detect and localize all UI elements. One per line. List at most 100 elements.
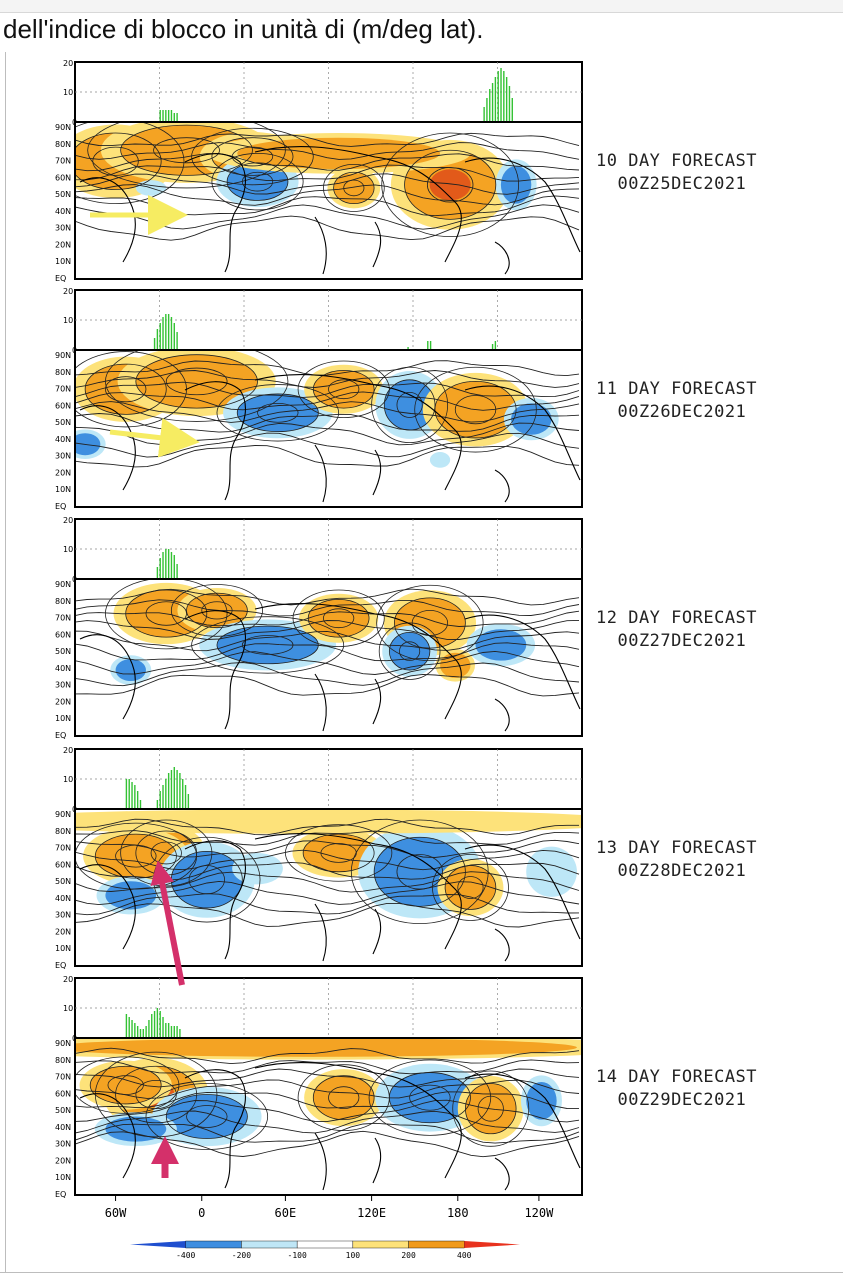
height-contour bbox=[75, 861, 580, 881]
block-index-bar bbox=[156, 329, 159, 350]
height-contour bbox=[75, 1091, 580, 1110]
closed-contour bbox=[89, 1065, 162, 1105]
latitude-label: 40N bbox=[55, 207, 71, 216]
longitude-label: 120W bbox=[524, 1206, 554, 1220]
block-index-bar bbox=[128, 1017, 130, 1038]
negative-anomaly bbox=[389, 1072, 471, 1123]
block-index-bar bbox=[500, 68, 502, 122]
latitude-label: 20N bbox=[55, 927, 71, 936]
coastline bbox=[464, 157, 581, 253]
latitude-label: 50N bbox=[55, 877, 71, 886]
closed-contour bbox=[307, 599, 370, 638]
longitude-label: 60E bbox=[275, 1206, 297, 1220]
colorbar-segment bbox=[130, 1241, 186, 1248]
closed-contour bbox=[312, 370, 375, 409]
map-content bbox=[75, 350, 581, 503]
block-index-bar bbox=[165, 314, 167, 350]
bar-tick-10: 10 bbox=[63, 1004, 73, 1013]
bar-tick-20: 20 bbox=[63, 59, 73, 68]
forecast-date: 00Z26DEC2021 bbox=[596, 402, 747, 422]
closed-contour bbox=[323, 163, 385, 212]
coastline bbox=[314, 673, 327, 732]
closed-contour bbox=[454, 395, 497, 425]
closed-contour bbox=[320, 843, 357, 863]
block-index-bar bbox=[179, 773, 181, 809]
closed-contour bbox=[477, 1095, 504, 1122]
coastline bbox=[254, 1062, 462, 1179]
height-contour bbox=[75, 662, 580, 687]
latitude-label: 30N bbox=[55, 911, 71, 920]
closed-contour bbox=[396, 854, 443, 890]
closed-contour bbox=[452, 1070, 530, 1147]
closed-contour bbox=[165, 367, 228, 396]
coastline bbox=[464, 385, 581, 481]
top-bar bbox=[0, 0, 843, 13]
latitude-label: 70N bbox=[55, 1073, 71, 1082]
forecast-label: 12 DAY FORECAST 00Z27DEC2021 bbox=[596, 607, 757, 653]
negative-anomaly bbox=[171, 851, 243, 908]
positive-anomaly bbox=[440, 652, 471, 678]
forecast-day: 10 DAY FORECAST bbox=[596, 151, 758, 171]
positive-anomaly bbox=[75, 812, 557, 831]
block-index-bar bbox=[184, 785, 187, 809]
latitude-label: 50N bbox=[55, 418, 71, 427]
anomaly-map bbox=[74, 121, 583, 280]
closed-contour bbox=[115, 1065, 198, 1124]
block-index-bar bbox=[491, 83, 494, 122]
negative-anomaly bbox=[475, 629, 527, 661]
block-index-bar bbox=[153, 338, 156, 350]
positive-anomaly bbox=[75, 1038, 577, 1057]
height-contour bbox=[75, 215, 580, 241]
closed-contour bbox=[376, 584, 484, 662]
map-frame bbox=[74, 808, 583, 967]
latitude-label: 30N bbox=[55, 452, 71, 461]
closed-contour bbox=[165, 1094, 248, 1139]
latitude-label: 50N bbox=[55, 1106, 71, 1115]
coastline bbox=[494, 469, 510, 503]
closed-contour bbox=[216, 384, 340, 442]
closed-contour bbox=[285, 824, 393, 882]
block-index-bar bbox=[491, 344, 494, 350]
latitude-label: 10N bbox=[55, 485, 71, 494]
colorbar-segment bbox=[241, 1240, 298, 1249]
block-index-bar bbox=[167, 1023, 170, 1038]
coastline bbox=[494, 241, 510, 275]
closed-contour bbox=[75, 122, 185, 205]
latitude-label: 60N bbox=[55, 401, 71, 410]
closed-contour bbox=[125, 589, 208, 638]
block-index-bar bbox=[182, 779, 184, 809]
forecast-date: 00Z28DEC2021 bbox=[596, 861, 747, 881]
closed-contour bbox=[383, 379, 436, 431]
closed-contour bbox=[105, 376, 147, 403]
positive-anomaly bbox=[445, 865, 496, 910]
map-frame bbox=[74, 1037, 583, 1196]
colorbar-segment bbox=[352, 1240, 409, 1249]
negative-anomaly bbox=[166, 1094, 248, 1139]
map-frame bbox=[74, 578, 583, 737]
latitude-label: EQ bbox=[55, 274, 66, 283]
closed-contour bbox=[328, 379, 360, 400]
block-index-bar bbox=[173, 555, 175, 579]
strong-positive-anomaly bbox=[429, 169, 471, 201]
block-index-bar bbox=[407, 347, 409, 350]
longitude-label: 0 bbox=[198, 1206, 205, 1220]
latitude-label: 60N bbox=[55, 860, 71, 869]
coastline bbox=[79, 177, 136, 263]
closed-contour bbox=[457, 876, 484, 899]
height-contour bbox=[75, 164, 580, 182]
height-contour bbox=[75, 610, 580, 627]
latitude-label: 10N bbox=[55, 714, 71, 723]
height-contour bbox=[75, 422, 580, 446]
block-index-bar bbox=[131, 1020, 133, 1038]
closed-contour bbox=[120, 124, 253, 176]
latitude-label: 10N bbox=[55, 1173, 71, 1182]
coastline bbox=[184, 1069, 246, 1189]
block-index-bar bbox=[148, 1020, 150, 1038]
closed-contour bbox=[381, 132, 520, 238]
block-index-bar bbox=[176, 1026, 178, 1038]
block-index-bar bbox=[167, 110, 170, 122]
block-index-bar bbox=[429, 341, 432, 350]
